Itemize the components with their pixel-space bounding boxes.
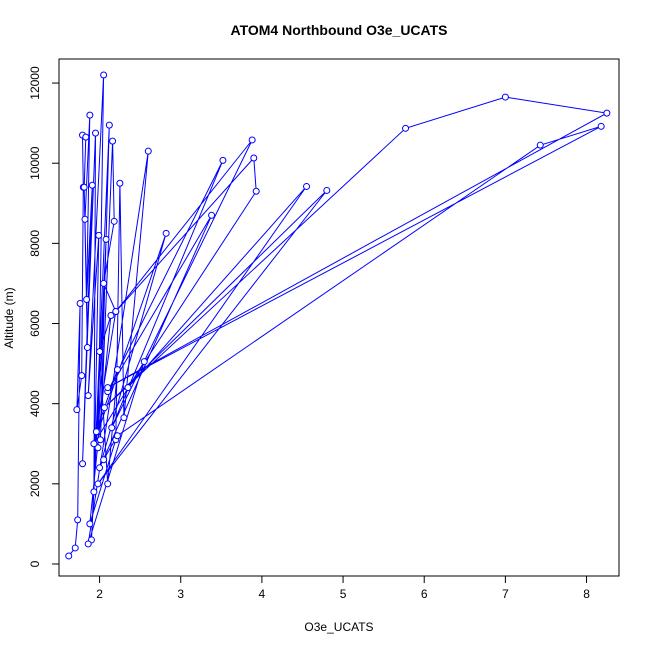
- data-point: [109, 137, 117, 145]
- data-point: [78, 372, 86, 380]
- data-point: [120, 414, 128, 422]
- data-point: [65, 552, 73, 560]
- data-point: [219, 156, 227, 164]
- data-point: [86, 520, 94, 528]
- data-point: [140, 358, 148, 366]
- data-point: [82, 133, 90, 141]
- data-point: [92, 428, 100, 436]
- x-tick-label: 6: [421, 587, 428, 601]
- data-point: [86, 111, 94, 119]
- data-point: [124, 384, 132, 392]
- data-point: [83, 295, 91, 303]
- data-point: [84, 392, 92, 400]
- data-point: [96, 348, 104, 356]
- data-point: [107, 311, 115, 319]
- data-point: [96, 464, 104, 472]
- data-point: [597, 122, 605, 130]
- x-tick-label: 4: [259, 587, 266, 601]
- y-tick-label: 2000: [28, 470, 42, 497]
- data-point: [323, 186, 331, 194]
- data-point: [113, 432, 121, 440]
- data-point: [80, 183, 88, 191]
- y-tick-label: 0: [28, 560, 42, 567]
- series-layer: [65, 71, 611, 560]
- y-tick-label: 12000: [28, 66, 42, 100]
- data-point: [603, 109, 611, 117]
- data-point: [100, 71, 108, 79]
- x-axis: 2 3 4 5 6 7 8: [96, 575, 590, 601]
- data-point: [102, 235, 110, 243]
- data-point: [116, 179, 124, 187]
- data-point: [100, 404, 108, 412]
- x-tick-label: 5: [340, 587, 347, 601]
- data-point: [112, 307, 120, 315]
- data-point: [74, 516, 82, 524]
- data-point: [79, 460, 87, 468]
- data-point: [94, 444, 102, 452]
- data-point: [250, 154, 258, 162]
- y-tick-label: 6000: [28, 310, 42, 337]
- x-axis-label: O3e_UCATS: [304, 620, 373, 634]
- y-tick-label: 10000: [28, 146, 42, 180]
- plot-frame: [58, 58, 620, 577]
- data-point: [84, 540, 92, 548]
- data-point: [95, 231, 103, 239]
- data-point: [90, 488, 98, 496]
- data-point: [105, 121, 113, 129]
- data-point: [100, 279, 108, 287]
- data-point: [94, 480, 102, 488]
- data-point: [113, 366, 121, 374]
- data-point: [501, 93, 509, 101]
- y-axis-label: Altitude (m): [2, 287, 16, 348]
- data-point: [76, 299, 84, 307]
- data-point: [96, 436, 104, 444]
- data-point: [71, 544, 79, 552]
- data-point: [108, 424, 116, 432]
- chart-title: ATOM4 Northbound O3e_UCATS: [231, 22, 448, 38]
- y-tick-label: 4000: [28, 390, 42, 417]
- data-point: [252, 187, 260, 195]
- x-tick-label: 8: [583, 587, 590, 601]
- data-point: [303, 182, 311, 190]
- data-point: [536, 141, 544, 149]
- data-point: [88, 181, 96, 189]
- series-line: [68, 74, 609, 557]
- data-point: [110, 217, 118, 225]
- data-point: [162, 229, 170, 237]
- data-point: [90, 440, 98, 448]
- y-axis: 0 2000 4000 6000 8000 10000 12000: [28, 66, 60, 567]
- data-point: [402, 124, 410, 132]
- data-point: [100, 456, 108, 464]
- data-point: [104, 384, 112, 392]
- data-point: [144, 147, 152, 155]
- y-tick-label: 8000: [28, 230, 42, 257]
- data-point: [73, 406, 81, 414]
- x-tick-label: 2: [96, 587, 103, 601]
- data-point: [83, 344, 91, 352]
- data-point: [248, 136, 256, 144]
- data-point: [81, 215, 89, 223]
- data-point: [208, 211, 216, 219]
- data-point: [104, 480, 112, 488]
- x-tick-label: 7: [502, 587, 509, 601]
- data-point: [92, 129, 100, 137]
- x-tick-label: 3: [177, 587, 184, 601]
